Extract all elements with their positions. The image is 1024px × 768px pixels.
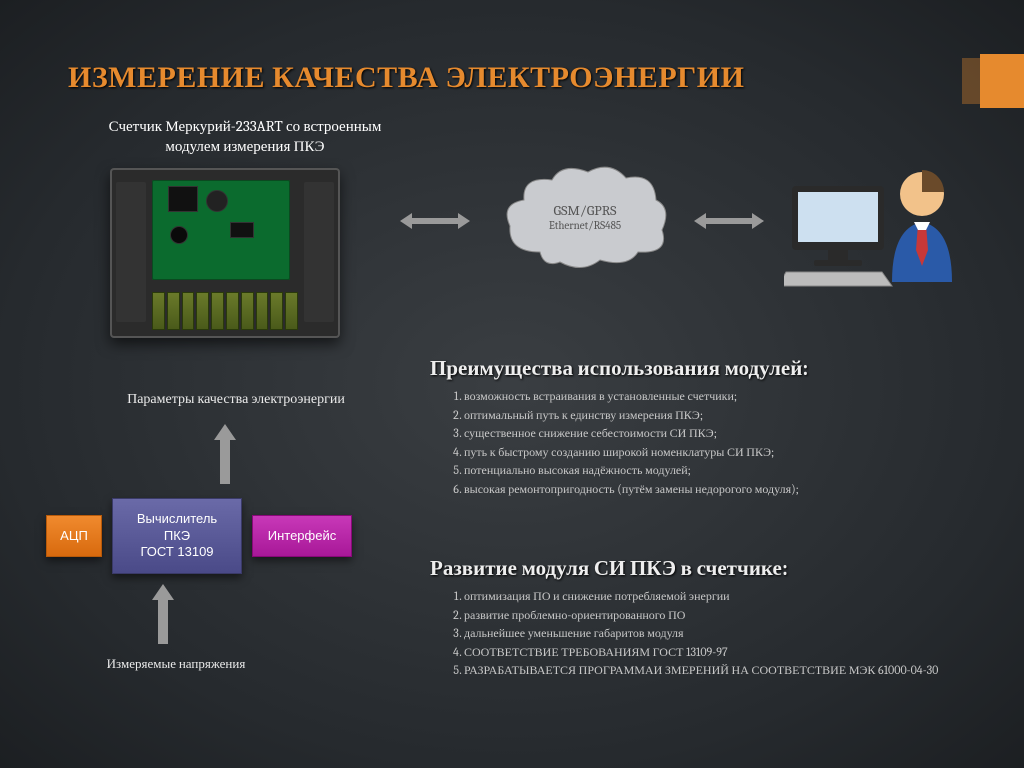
- advantages-heading: Преимущества использования модулей:: [430, 356, 984, 381]
- arrow-calc-to-params: [210, 424, 240, 484]
- list-item: высокая ремонтопригодность (путём замены…: [464, 480, 984, 499]
- development-section: Развитие модуля СИ ПКЭ в счетчике: оптим…: [430, 556, 984, 680]
- list-item: путь к быстрому созданию широкой номенкл…: [464, 443, 984, 462]
- meter-device-image: [110, 168, 340, 338]
- list-item: РАЗРАБАТЫВАЕТСЯ ПРОГРАММАИ ЗМЕРЕНИЙ НА С…: [464, 661, 984, 680]
- block-interface: Интерфейс: [252, 515, 352, 557]
- arrow-cloud-to-operator: [694, 210, 764, 232]
- list-item: возможность встраивания в установленные …: [464, 387, 984, 406]
- list-item: дальнейшее уменьшение габаритов модуля: [464, 624, 984, 643]
- parameters-label: Параметры качества электроэнергии: [86, 390, 386, 408]
- development-list: оптимизация ПО и снижение потребляемой э…: [430, 587, 984, 680]
- block-calc-line1: Вычислитель: [137, 511, 217, 528]
- list-item: развитие проблемно-ориентированного ПО: [464, 606, 984, 625]
- measured-voltages-label: Измеряемые напряжения: [76, 656, 276, 672]
- arrow-voltages-to-adc: [148, 584, 178, 644]
- block-diagram: АЦП Вычислитель ПКЭ ГОСТ 13109 Интерфейс: [46, 498, 352, 574]
- cloud-label-1: GSM/GPRS: [500, 202, 670, 219]
- list-item: оптимизация ПО и снижение потребляемой э…: [464, 587, 984, 606]
- arrow-device-to-cloud: [400, 210, 470, 232]
- advantages-section: Преимущества использования модулей: возм…: [430, 356, 984, 499]
- block-calc-line2: ПКЭ: [164, 528, 190, 545]
- advantages-list: возможность встраивания в установленные …: [430, 387, 984, 499]
- network-cloud: GSM/GPRS Ethernet/RS485: [500, 162, 670, 272]
- device-subtitle: Счетчик Меркурий-233ART со встроенным мо…: [100, 116, 390, 157]
- list-item: СООТВЕТСТВИЕ ТРЕБОВАНИЯМ ГОСТ 13109-97: [464, 643, 984, 662]
- list-item: потенциально высокая надёжность модулей;: [464, 461, 984, 480]
- block-adc: АЦП: [46, 515, 102, 557]
- cloud-label-2: Ethernet/RS485: [500, 219, 670, 232]
- list-item: существенное снижение себестоимости СИ П…: [464, 424, 984, 443]
- page-title: ИЗМЕРЕНИЕ КАЧЕСТВА ЭЛЕКТРОЭНЕРГИИ: [68, 60, 744, 95]
- development-heading: Развитие модуля СИ ПКЭ в счетчике:: [430, 556, 984, 581]
- block-calc-line3: ГОСТ 13109: [140, 544, 213, 561]
- list-item: оптимальный путь к единству измерения ПК…: [464, 406, 984, 425]
- block-calculator: Вычислитель ПКЭ ГОСТ 13109: [112, 498, 242, 574]
- operator-with-computer-icon: [784, 150, 964, 290]
